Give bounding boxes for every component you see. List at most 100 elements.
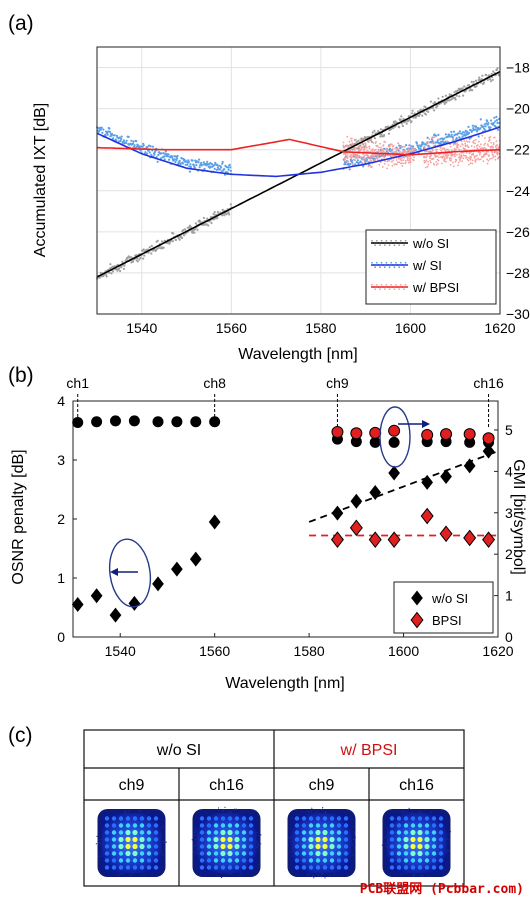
constellation-symbol [199, 816, 205, 821]
constellation-symbol [199, 865, 205, 870]
scatter-dot [477, 144, 479, 146]
constellation-symbol [336, 858, 342, 863]
constellation-noise [230, 811, 232, 813]
scatter-dot [416, 145, 420, 148]
constellation-noise [354, 836, 356, 839]
scatter-dot [359, 145, 361, 148]
scatter-dot [212, 212, 215, 216]
constellation-symbol [389, 844, 395, 849]
scatter-dot [469, 151, 471, 154]
scatter-dot [366, 146, 368, 149]
scatter-dot [196, 228, 199, 231]
scatter-dot [480, 78, 483, 81]
scatter-dot [348, 168, 351, 171]
constellation-symbol [343, 858, 349, 863]
constellation-symbol [146, 823, 152, 828]
scatter-dot [157, 153, 160, 157]
scatter-dot [351, 161, 354, 164]
scatter-dot [430, 141, 433, 144]
scatter-dot [205, 223, 208, 226]
scatter-dot [426, 149, 428, 152]
scatter-dot [364, 143, 367, 146]
constellation-symbol [410, 823, 416, 828]
constellation-symbol [308, 830, 314, 835]
osnr-point [463, 458, 476, 474]
osnr-point [463, 529, 477, 547]
constellation-symbol [199, 823, 205, 828]
scatter-dot [400, 146, 403, 149]
constellation-symbol [153, 837, 159, 842]
constellation-symbol [132, 843, 138, 850]
scatter-dot [407, 119, 410, 123]
scatter-dot [369, 164, 372, 167]
constellation-symbol [301, 858, 307, 863]
scatter-dot [372, 148, 374, 151]
scatter-dot [490, 72, 493, 76]
scatter-dot [437, 156, 440, 159]
scatter-dot [488, 138, 491, 141]
scatter-dot [494, 158, 497, 161]
constellation-noise [381, 844, 383, 846]
constellation-symbol [336, 830, 342, 835]
scatter-dot [460, 132, 464, 135]
scatter-dot [157, 246, 160, 250]
constellation-symbol [213, 823, 219, 828]
scatter-dot [386, 167, 388, 170]
constellation-symbol [104, 865, 110, 870]
scatter-dot [372, 156, 375, 159]
constellation-symbol [213, 830, 219, 835]
y-axis-label-b-left: OSNR penalty [dB] [10, 449, 27, 584]
scatter-dot [108, 271, 111, 274]
constellation-symbol [322, 829, 328, 836]
scatter-dot [474, 142, 476, 145]
scatter-dot [455, 148, 457, 151]
scatter-dot [131, 142, 135, 145]
scatter-dot [441, 95, 444, 98]
constellation-symbol [396, 823, 402, 828]
scatter-dot [496, 67, 499, 70]
scatter-dot [444, 94, 447, 97]
constellation-noise [260, 834, 262, 836]
constellation-symbol [248, 851, 254, 856]
scatter-dot [443, 156, 446, 159]
scatter-dot [479, 151, 482, 154]
scatter-dot [433, 163, 436, 166]
scatter-dot [471, 159, 474, 162]
constellation-symbol [308, 843, 314, 850]
scatter-dot [488, 154, 491, 156]
scatter-dot [392, 144, 395, 147]
scatter-dot [356, 159, 359, 162]
legend-dot [379, 244, 381, 247]
constellation-symbol [431, 837, 437, 842]
gmi-point [350, 436, 362, 448]
constellation-symbol [111, 858, 117, 863]
scatter-dot [216, 216, 219, 219]
scatter-dot [488, 78, 492, 81]
scatter-dot [391, 148, 394, 150]
constellation-symbol [389, 816, 395, 821]
scatter-dot [465, 156, 468, 159]
scatter-dot [432, 149, 434, 152]
scatter-dot [445, 101, 448, 104]
scatter-dot [425, 156, 427, 159]
scatter-dot [409, 161, 412, 164]
constellation-noise [191, 839, 193, 841]
scatter-dot [189, 165, 193, 169]
scatter-dot [198, 158, 201, 161]
table-group-header-1: w/ BPSI [340, 742, 398, 759]
constellation-symbol [132, 829, 138, 836]
scatter-dot [462, 94, 465, 97]
scatter-dot [430, 150, 433, 153]
scatter-dot [464, 145, 467, 148]
constellation-symbol [227, 823, 233, 828]
constellation-symbol [153, 844, 159, 849]
scatter-dot [132, 140, 135, 143]
constellation-symbol [139, 865, 145, 870]
constellation-noise [257, 835, 259, 837]
osnr-point [189, 551, 202, 567]
x-tick-label-a: 1560 [216, 320, 247, 336]
constellation-symbol [417, 843, 423, 850]
constellation-symbol [139, 816, 145, 821]
scatter-dot [216, 210, 219, 214]
constellation-symbol [410, 836, 416, 843]
